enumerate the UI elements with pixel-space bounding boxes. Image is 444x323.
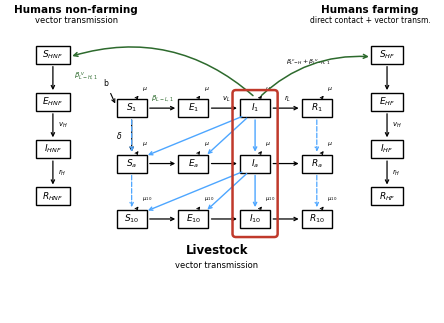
FancyBboxPatch shape (371, 93, 403, 111)
FancyBboxPatch shape (178, 99, 208, 117)
Text: $\mu_{10}$: $\mu_{10}$ (204, 195, 214, 203)
Text: $\mu_{10}$: $\mu_{10}$ (142, 195, 152, 203)
Text: $E_{HNF}$: $E_{HNF}$ (43, 96, 63, 108)
Text: $R_{HNF}$: $R_{HNF}$ (42, 190, 63, 203)
Text: Humans non-farming: Humans non-farming (15, 5, 138, 15)
Text: $R_{10}$: $R_{10}$ (309, 213, 325, 225)
Text: Livestock: Livestock (186, 244, 248, 256)
FancyBboxPatch shape (36, 46, 70, 64)
Text: $v_L$: $v_L$ (222, 95, 230, 104)
Text: $\mu_{10}$: $\mu_{10}$ (266, 195, 276, 203)
Text: vector transmission: vector transmission (35, 16, 118, 25)
FancyBboxPatch shape (302, 210, 332, 228)
FancyBboxPatch shape (36, 93, 70, 111)
Text: $r_H$: $r_H$ (58, 168, 67, 178)
Text: vector transmission: vector transmission (175, 261, 258, 270)
Text: $S_{HF}$: $S_{HF}$ (379, 48, 395, 61)
FancyBboxPatch shape (302, 99, 332, 117)
FancyBboxPatch shape (36, 140, 70, 158)
Text: b: b (103, 78, 108, 88)
Text: Humans farming: Humans farming (321, 5, 419, 15)
Text: $I_{10}$: $I_{10}$ (249, 213, 261, 225)
FancyBboxPatch shape (178, 154, 208, 172)
FancyBboxPatch shape (240, 154, 270, 172)
Text: $v_H$: $v_H$ (392, 121, 401, 130)
Text: $\mu_{10}$: $\mu_{10}$ (327, 195, 337, 203)
Text: $\mu$: $\mu$ (142, 140, 148, 148)
Text: $\delta$: $\delta$ (116, 130, 122, 141)
Text: $I_{HNF}$: $I_{HNF}$ (44, 143, 62, 155)
Text: $E_{10}$: $E_{10}$ (186, 213, 201, 225)
FancyBboxPatch shape (36, 187, 70, 205)
Text: $\mu$: $\mu$ (204, 140, 210, 148)
FancyBboxPatch shape (240, 99, 270, 117)
FancyBboxPatch shape (117, 210, 147, 228)
Text: $S_1$: $S_1$ (126, 102, 137, 114)
Text: $I_1$: $I_1$ (251, 102, 259, 114)
Text: $\beta_{L-H}^{\ c}+\beta_{L-H,1}^{\ v}$: $\beta_{L-H}^{\ c}+\beta_{L-H,1}^{\ v}$ (286, 57, 331, 66)
Text: $r_L$: $r_L$ (285, 94, 292, 104)
Text: $R_a$: $R_a$ (311, 157, 323, 170)
FancyBboxPatch shape (371, 46, 403, 64)
Text: $I_a$: $I_a$ (251, 157, 259, 170)
Text: $\mu$: $\mu$ (204, 85, 210, 92)
Text: $\mu$: $\mu$ (327, 140, 333, 148)
Text: $\mu$: $\mu$ (266, 140, 271, 148)
Text: $E_1$: $E_1$ (188, 102, 199, 114)
Text: $E_a$: $E_a$ (188, 157, 199, 170)
FancyBboxPatch shape (240, 210, 270, 228)
FancyBboxPatch shape (371, 140, 403, 158)
Text: $\mu$: $\mu$ (327, 85, 333, 92)
Text: $\mu$: $\mu$ (142, 85, 148, 92)
FancyBboxPatch shape (371, 187, 403, 205)
FancyBboxPatch shape (178, 210, 208, 228)
Text: $I_{HF}$: $I_{HF}$ (381, 143, 393, 155)
Text: $v_H$: $v_H$ (58, 121, 67, 130)
Text: $r_H$: $r_H$ (392, 168, 400, 178)
Text: $\beta_{L-L,1}$: $\beta_{L-L,1}$ (151, 93, 174, 103)
FancyBboxPatch shape (302, 154, 332, 172)
Text: $S_a$: $S_a$ (126, 157, 137, 170)
Text: $\mu$: $\mu$ (266, 85, 271, 92)
Text: $R_1$: $R_1$ (311, 102, 323, 114)
FancyBboxPatch shape (117, 154, 147, 172)
Text: $S_{HNF}$: $S_{HNF}$ (43, 48, 63, 61)
FancyBboxPatch shape (117, 99, 147, 117)
Text: direct contact + vector transm.: direct contact + vector transm. (309, 16, 430, 25)
Text: $S_{10}$: $S_{10}$ (124, 213, 139, 225)
Text: $R_{HF}$: $R_{HF}$ (379, 190, 396, 203)
Text: $E_{HF}$: $E_{HF}$ (379, 96, 395, 108)
Text: $\beta_{L-H,1}^{\ v}$: $\beta_{L-H,1}^{\ v}$ (74, 70, 98, 82)
